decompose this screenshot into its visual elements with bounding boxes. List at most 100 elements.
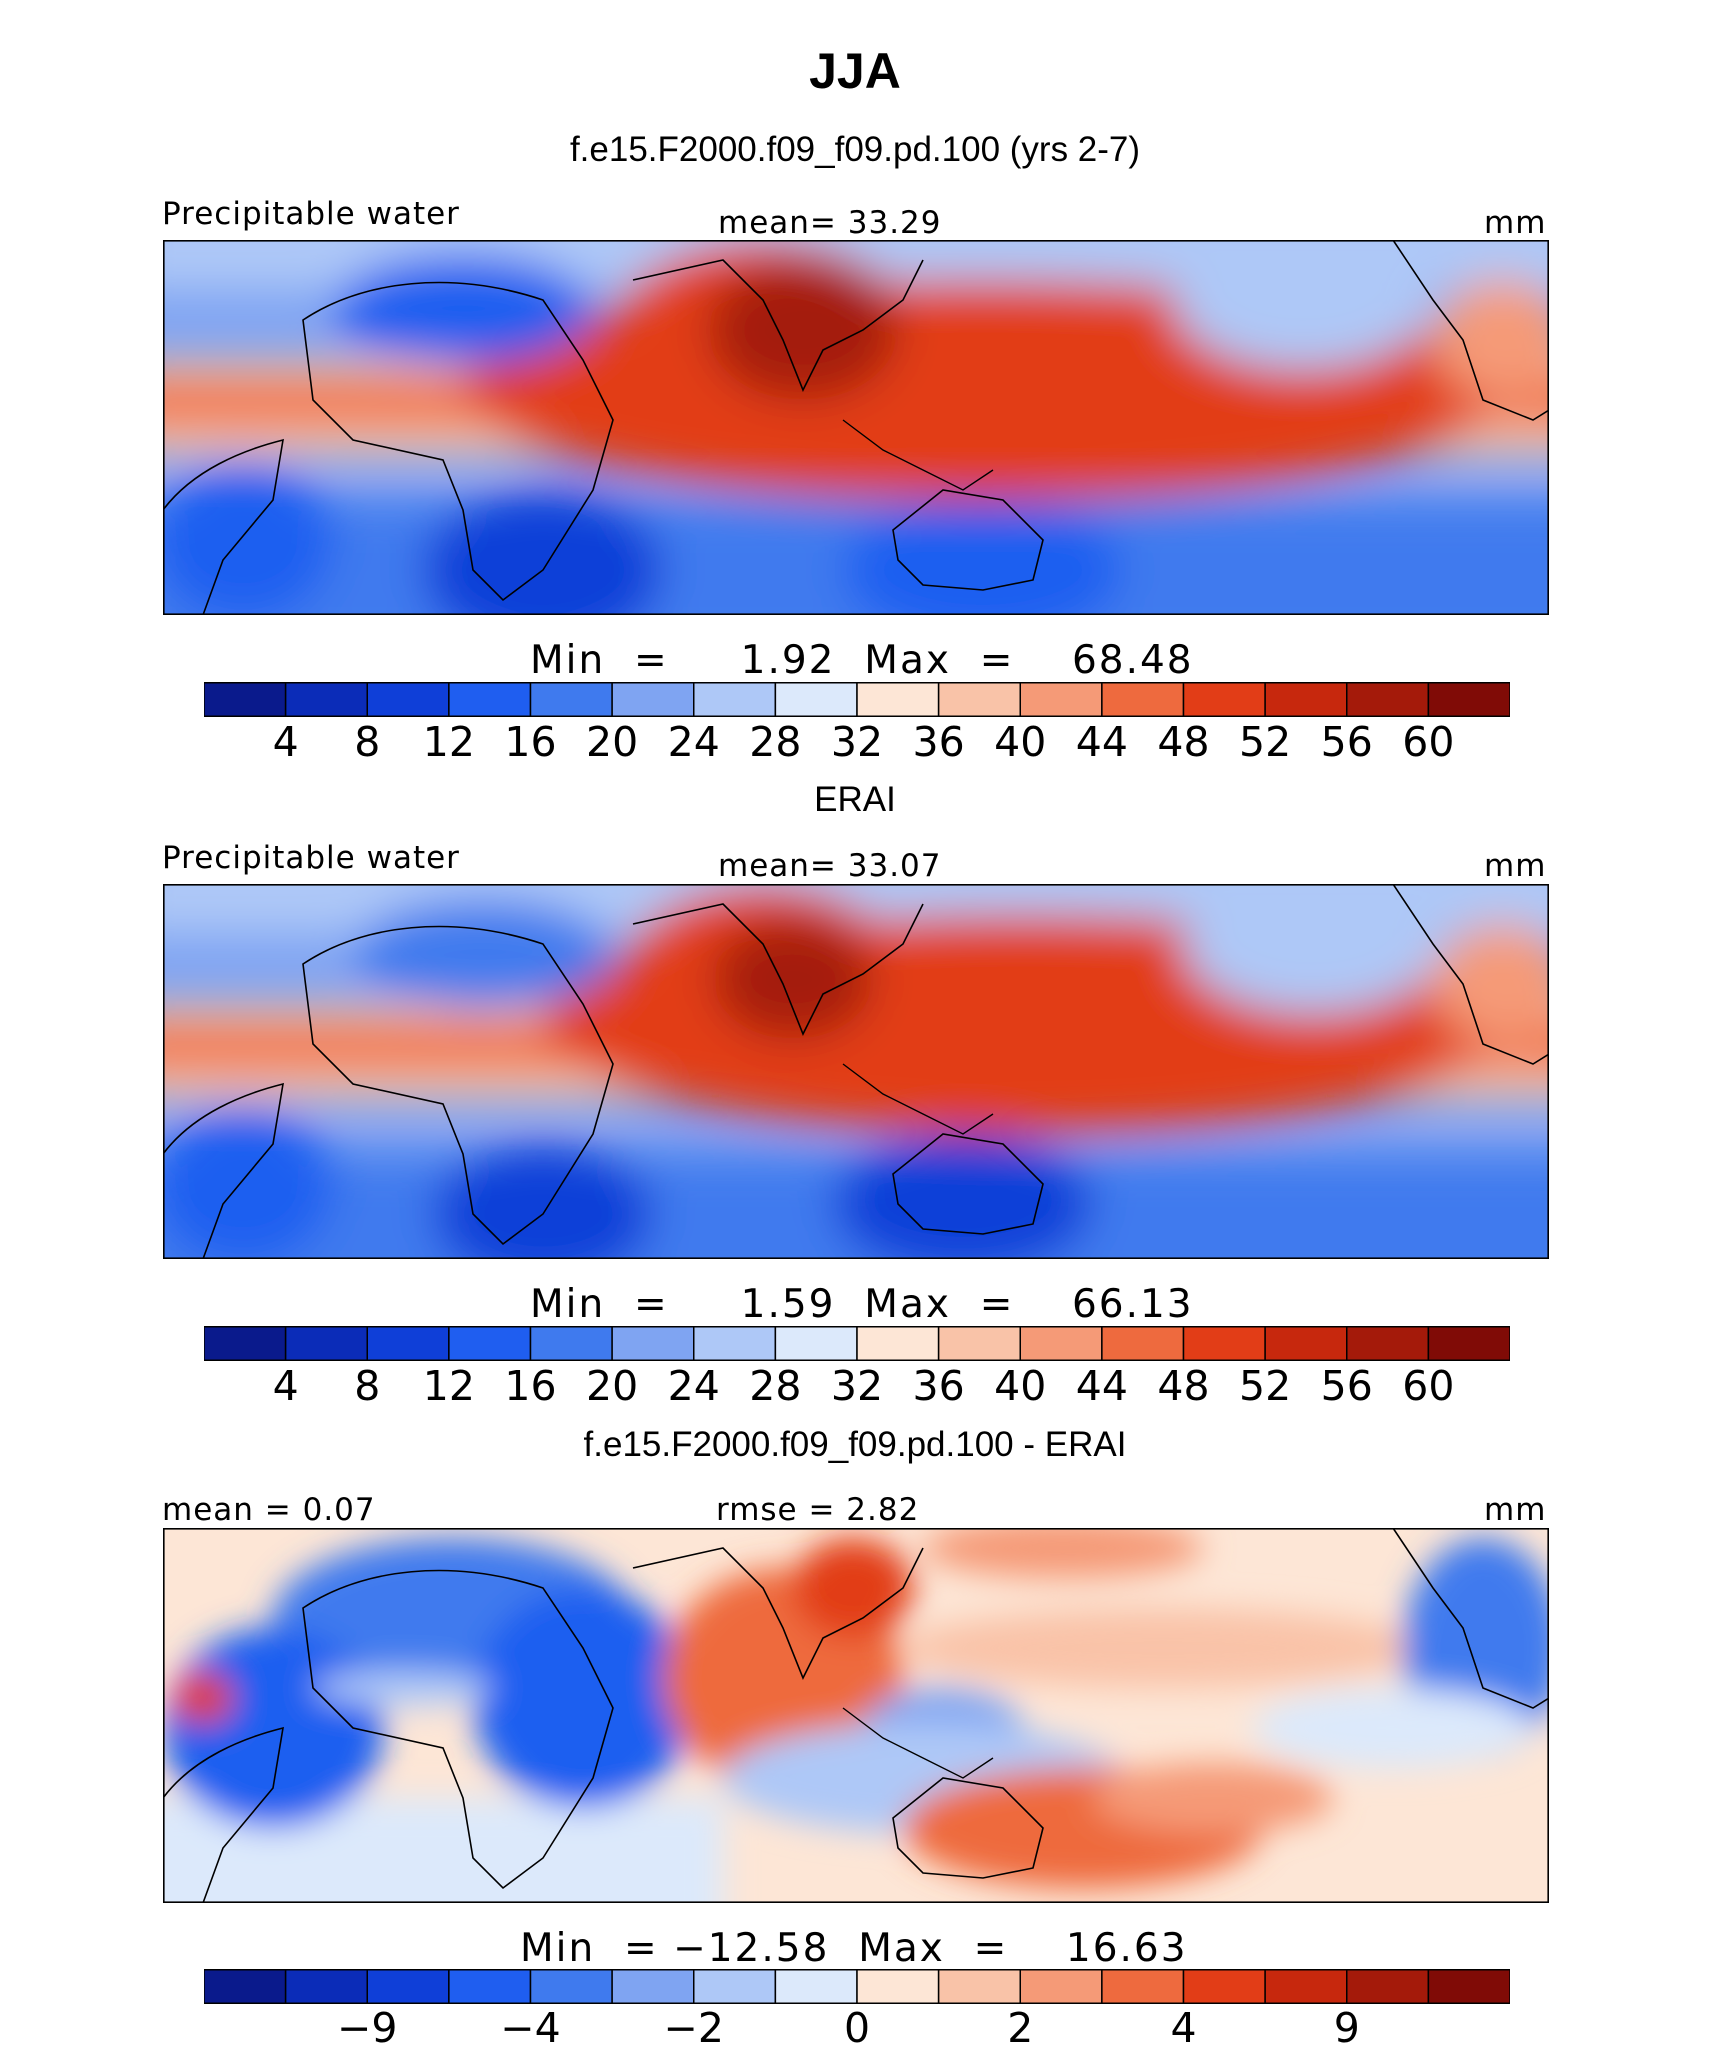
- panel-3-title: f.e15.F2000.f09_f09.pd.100 - ERAI: [583, 1425, 1127, 1464]
- panel-1-units-label: mm: [1484, 205, 1547, 241]
- colorbar-tick-label: 4: [272, 1362, 299, 1410]
- colorbar-tick-label: 28: [749, 1362, 802, 1410]
- colorbar-tick-label: 24: [667, 718, 720, 766]
- colorbar-tick-label: −2: [663, 2004, 724, 2052]
- colorbar-box: [611, 682, 695, 717]
- colorbar-tick-label: 20: [586, 718, 639, 766]
- panel-1-minmax-label: Min = 1.92 Max = 68.48: [530, 638, 1194, 683]
- colorbar-box: [1019, 1969, 1103, 2004]
- colorbar-tick-label: 44: [1075, 718, 1128, 766]
- colorbar-box: [1019, 1326, 1103, 1361]
- panel-2-colorbar-ticks: 4 8 12 16 20 24 28 32 36 40 44 48 52 56 60: [204, 1362, 1510, 1412]
- colorbar-box: [366, 1326, 450, 1361]
- colorbar-box: [1182, 682, 1266, 717]
- panel-1-colorbar-ticks: 4 8 12 16 20 24 28 32 36 40 44 48 52 56 60: [204, 718, 1510, 768]
- colorbar-box: [774, 682, 858, 717]
- panel-1-map: [163, 240, 1549, 615]
- colorbar-box: [1264, 682, 1348, 717]
- panel-3-colorbar: [204, 1969, 1510, 2004]
- colorbar-tick-label: 16: [504, 718, 557, 766]
- panel-3-map: [163, 1528, 1549, 1903]
- panel-3-units-label: mm: [1484, 1492, 1547, 1528]
- colorbar-box: [204, 682, 287, 717]
- colorbar-box: [611, 1969, 695, 2004]
- colorbar-tick-label: 16: [504, 1362, 557, 1410]
- colorbar-box: [366, 1969, 450, 2004]
- colorbar-box: [774, 1969, 858, 2004]
- panel-1-title: f.e15.F2000.f09_f09.pd.100 (yrs 2-7): [569, 130, 1141, 169]
- panel-1-mean-label: mean= 33.29: [718, 205, 942, 241]
- colorbar-box: [1427, 1969, 1510, 2004]
- colorbar-box: [693, 1326, 777, 1361]
- colorbar-box: [284, 682, 369, 717]
- colorbar-box: [693, 682, 777, 717]
- panel-3-minmax-label: Min = −12.58 Max = 16.63: [520, 1926, 1188, 1971]
- colorbar-box: [611, 1326, 695, 1361]
- colorbar-tick-label: 8: [354, 718, 381, 766]
- colorbar-tick-label: 36: [912, 1362, 965, 1410]
- colorbar-tick-label: 4: [272, 718, 299, 766]
- colorbar-box: [1427, 1326, 1510, 1361]
- colorbar-tick-label: 60: [1402, 1362, 1455, 1410]
- colorbar-tick-label: 12: [422, 1362, 475, 1410]
- colorbar-box: [1264, 1969, 1348, 2004]
- colorbar-tick-label: 40: [994, 1362, 1047, 1410]
- colorbar-box: [529, 1326, 613, 1361]
- colorbar-box: [366, 682, 450, 717]
- colorbar-box: [448, 1326, 532, 1361]
- colorbar-box: [774, 1326, 858, 1361]
- colorbar-tick-label: 44: [1075, 1362, 1128, 1410]
- colorbar-tick-label: 20: [586, 1362, 639, 1410]
- colorbar-box: [1101, 682, 1185, 717]
- panel-3-mean-label: mean = 0.07: [162, 1492, 376, 1528]
- colorbar-box: [937, 1326, 1022, 1361]
- colorbar-box: [693, 1969, 777, 2004]
- colorbar-box: [856, 1969, 940, 2004]
- colorbar-box: [937, 682, 1022, 717]
- colorbar-tick-label: 52: [1239, 1362, 1292, 1410]
- colorbar-tick-label: 4: [1170, 2004, 1197, 2052]
- colorbar-tick-label: 28: [749, 718, 802, 766]
- colorbar-box: [1101, 1969, 1185, 2004]
- colorbar-tick-label: 48: [1157, 1362, 1210, 1410]
- panel-2-minmax-label: Min = 1.59 Max = 66.13: [530, 1282, 1194, 1327]
- panel-3-colorbar-ticks: −9 −4 −2 0 2 4 9: [204, 2004, 1510, 2052]
- colorbar-tick-label: 32: [830, 718, 884, 766]
- colorbar-box: [204, 1969, 287, 2004]
- colorbar-box: [529, 1969, 613, 2004]
- colorbar-tick-label: 60: [1402, 718, 1455, 766]
- colorbar-tick-label: 36: [912, 718, 965, 766]
- panel-2-colorbar: [204, 1326, 1510, 1361]
- colorbar-tick-label: 8: [354, 1362, 381, 1410]
- colorbar-box: [1182, 1326, 1266, 1361]
- colorbar-box: [1019, 682, 1103, 717]
- panel-2-variable-label: Precipitable water: [162, 840, 460, 876]
- colorbar-tick-label: 56: [1320, 1362, 1373, 1410]
- colorbar-box: [1346, 682, 1430, 717]
- panel-1-variable-label: Precipitable water: [162, 196, 460, 232]
- colorbar-tick-label: 40: [994, 718, 1047, 766]
- colorbar-box: [1346, 1969, 1430, 2004]
- colorbar-tick-label: 0: [843, 2004, 871, 2052]
- colorbar-box: [1346, 1326, 1430, 1361]
- colorbar-box: [1427, 682, 1510, 717]
- colorbar-box: [284, 1326, 369, 1361]
- colorbar-tick-label: 56: [1320, 718, 1373, 766]
- colorbar-box: [448, 682, 532, 717]
- colorbar-tick-label: 32: [830, 1362, 884, 1410]
- colorbar-box: [856, 682, 940, 717]
- colorbar-box: [284, 1969, 369, 2004]
- colorbar-box: [1182, 1969, 1266, 2004]
- colorbar-tick-label: 2: [1007, 2004, 1034, 2052]
- colorbar-box: [448, 1969, 532, 2004]
- colorbar-tick-label: 52: [1239, 718, 1292, 766]
- colorbar-tick-label: −4: [500, 2004, 561, 2052]
- panel-2-mean-label: mean= 33.07: [718, 848, 942, 884]
- colorbar-box: [937, 1969, 1022, 2004]
- panel-3-rmse-label: rmse = 2.82: [716, 1492, 920, 1528]
- colorbar-box: [1264, 1326, 1348, 1361]
- colorbar-box: [529, 682, 613, 717]
- panel-2-title: ERAI: [814, 780, 896, 819]
- panel-1-colorbar: [204, 682, 1510, 717]
- figure-title: JJA: [809, 43, 901, 99]
